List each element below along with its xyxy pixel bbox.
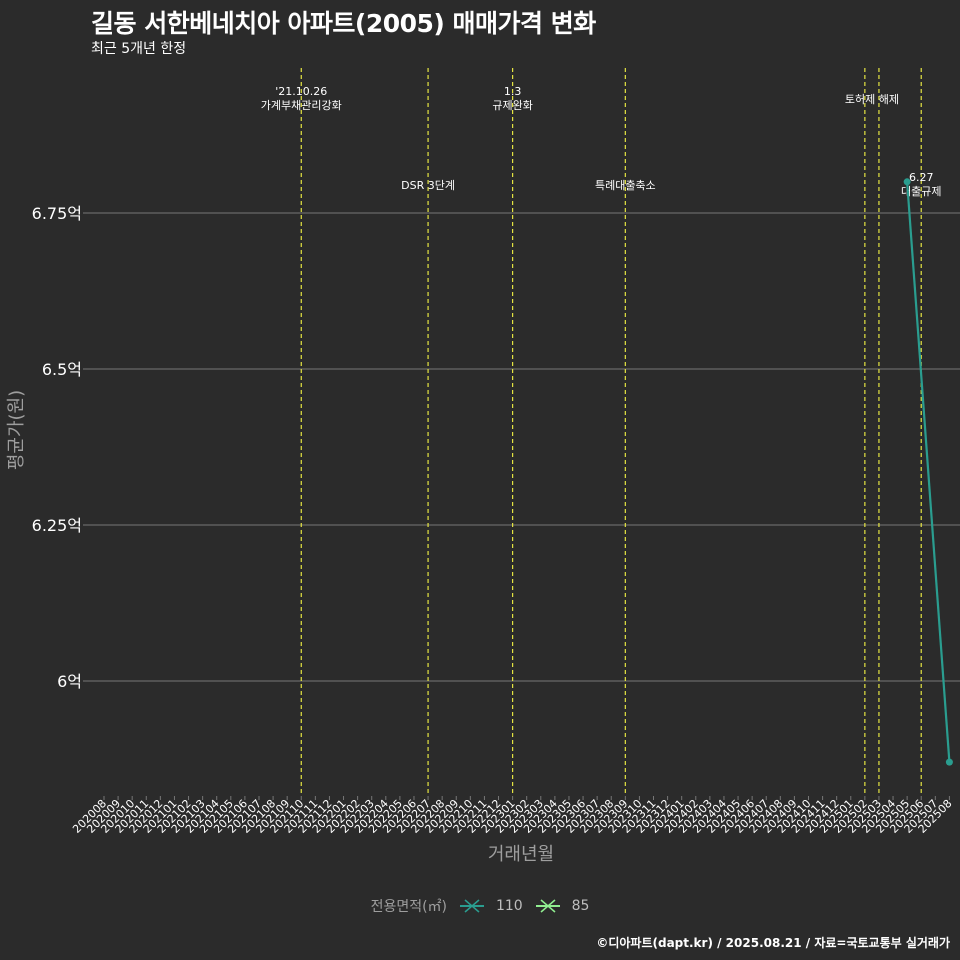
x-axis-title: 거래년월 (488, 844, 554, 865)
series-line-110 (906, 181, 951, 763)
event-label: '21.10.26 가계부채관리강화 (261, 85, 342, 112)
legend-key-110 (459, 897, 485, 915)
event-label: 6.27 대출규제 (901, 171, 941, 198)
legend-title: 전용면적(㎡) (370, 899, 448, 915)
data-point-110 (945, 758, 953, 766)
y-axis-title: 평균가(원) (6, 390, 27, 470)
event-label: DSR 3단계 (401, 179, 455, 192)
y-tick-label: 6억 (57, 672, 82, 691)
y-tick-label: 6.25억 (32, 516, 82, 535)
event-label: 토허제 해제 (845, 92, 899, 106)
legend-label-85: 85 (571, 898, 590, 914)
data-point-110 (903, 178, 911, 186)
y-tick-label: 6.75억 (32, 204, 82, 223)
legend-label-110: 110 (495, 898, 523, 914)
chart-title: 길동 서한베네치아 아파트(2005) 매매가격 변화 (91, 9, 596, 38)
event-label: 특례대출축소 (595, 179, 656, 192)
chart-subtitle: 최근 5개년 한정 (91, 41, 187, 57)
event-label: 1.3 규제완화 (492, 85, 532, 112)
credit-footer: ©디아파트(dapt.kr) / 2025.08.21 / 자료=국토교통부 실… (596, 936, 950, 950)
legend-key-85 (535, 897, 561, 915)
y-tick-label: 6.5억 (42, 360, 82, 379)
legend: 전용면적(㎡) 110 85 (0, 896, 960, 916)
